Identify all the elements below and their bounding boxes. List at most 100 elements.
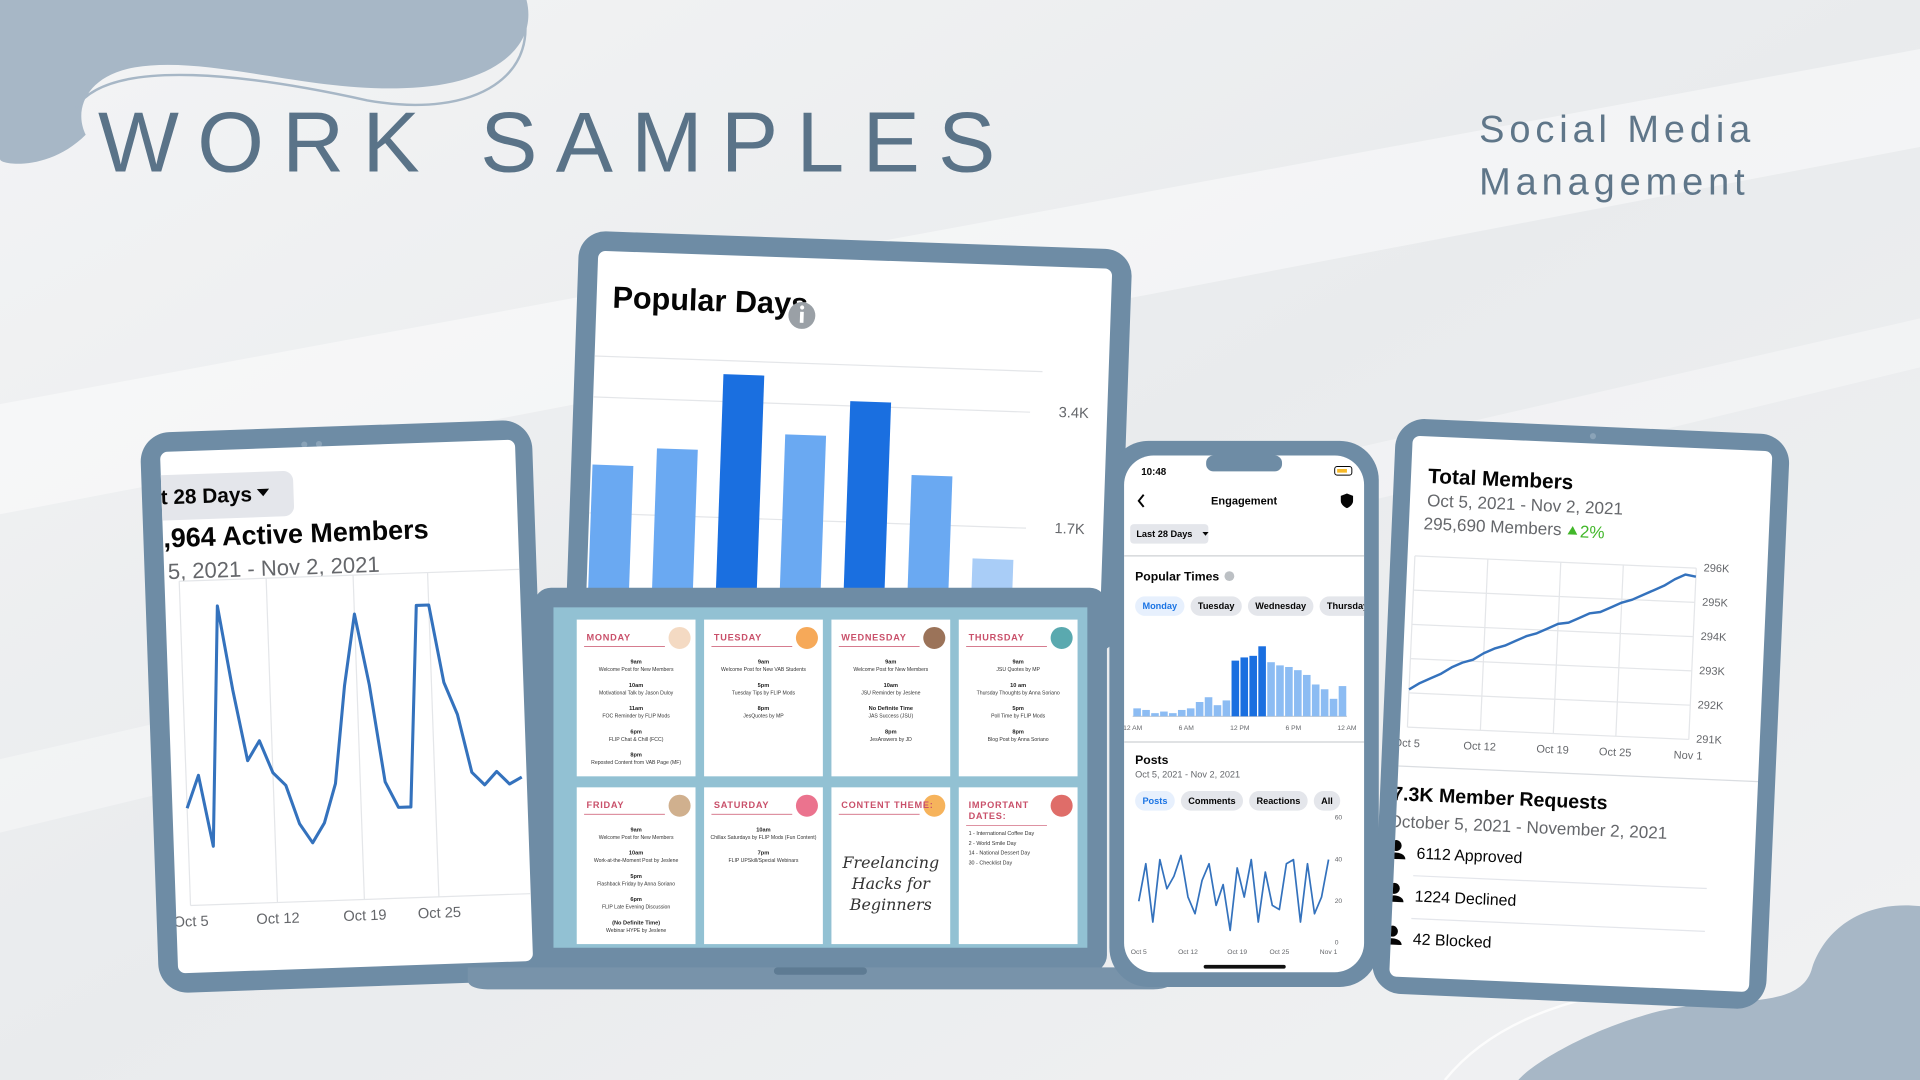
schedule-item: FLIP Late Evening Discussion (602, 905, 670, 911)
theme-text: Hacks for (851, 874, 932, 893)
card-icon (668, 626, 691, 649)
grid-line (1615, 564, 1624, 737)
request-item: 1224 Declined (1414, 889, 1516, 910)
bar (1267, 662, 1275, 717)
pill (1249, 791, 1308, 811)
schedule-item: Reposted Content from VAB Page (MF) (591, 760, 681, 766)
y-tick-label: 292K (1697, 699, 1724, 712)
schedule-item: Blog Post by Anna Soriano (988, 737, 1049, 743)
grid-line (426, 572, 440, 897)
x-tick-label: 12 AM (1337, 725, 1356, 732)
bar (1204, 697, 1213, 717)
person-icon (1389, 938, 1402, 946)
pill (1313, 791, 1341, 811)
schedule-time: 8pm (758, 706, 770, 712)
line (185, 603, 523, 848)
request-item: 6112 Approved (1416, 846, 1522, 868)
schedule-item: JesQuotes by MP (743, 714, 784, 720)
bar (1177, 709, 1186, 717)
bar (1294, 670, 1302, 717)
grid-line (1408, 692, 1691, 706)
schedule-time: 6pm (630, 729, 642, 735)
grid-line (585, 395, 1031, 413)
y-tick-label: 291K (1696, 734, 1723, 747)
pill-label: Comments (1188, 796, 1235, 806)
back-icon (1137, 494, 1145, 508)
schedule-time: 10am (629, 851, 643, 857)
y-tick-label: 294K (1700, 631, 1727, 644)
y-tick-label: 20 (1335, 898, 1343, 905)
request-item: 42 Blocked (1412, 931, 1491, 951)
person-icon (1389, 895, 1404, 903)
bar (1231, 660, 1240, 717)
schedule-time: 8pm (630, 753, 642, 759)
subtitle: Management (1479, 162, 1749, 204)
card-icon (795, 626, 818, 649)
card-heading: SATURDAY (714, 800, 769, 810)
pill-label: Wednesday (1255, 601, 1307, 611)
x-tick-label: 6 AM (1179, 725, 1195, 732)
grid-line (352, 575, 365, 900)
schedule-item: Motivational Talk by Jason Duloy (599, 690, 674, 696)
date-item: 14 - National Dessert Day (969, 851, 1031, 857)
date-item: 2 - World Smile Day (969, 841, 1017, 847)
schedule-item: JAS Success (JSU) (868, 714, 913, 720)
schedule-time: 6pm (630, 897, 642, 903)
pill (159, 471, 295, 522)
pill-label: All (1321, 796, 1333, 806)
schedule-item: Welcome Post for New Members (853, 667, 928, 673)
plot-border (179, 568, 522, 582)
theme-text: Freelancing (841, 853, 939, 872)
grid-line (178, 581, 192, 906)
pill (1319, 596, 1365, 616)
x-tick-label: Oct 12 (1178, 949, 1198, 956)
bar (714, 374, 765, 635)
x-tick-label: 12 PM (1230, 725, 1250, 732)
plot-border (190, 892, 534, 907)
grid-line (1413, 589, 1695, 604)
line (1408, 573, 1697, 691)
screen-title: Engagement (1211, 495, 1277, 507)
screen (160, 439, 533, 974)
pill (1135, 791, 1175, 811)
bar (1186, 708, 1195, 717)
y-tick-label: 293K (1699, 665, 1726, 678)
bar (1151, 713, 1159, 717)
card-icon (923, 626, 946, 649)
x-tick-label: Oct 5 (1393, 737, 1420, 750)
section-title: Posts (1135, 753, 1169, 767)
decor-outline (74, 0, 527, 109)
bar (778, 434, 827, 636)
schedule-item: Tuesday Tips by FLIP Mods (732, 690, 796, 696)
schedule-item: Chillax Saturdays by FLIP Mods (Fun Cont… (711, 835, 817, 841)
schedule-item: JSU Quotes by MP (996, 667, 1040, 673)
bar (1302, 674, 1311, 717)
line (1137, 854, 1330, 932)
divider (1398, 765, 1759, 783)
grid-line (1411, 623, 1694, 638)
schedule-time: 9am (1013, 660, 1024, 666)
bar (1320, 689, 1329, 717)
pill (1135, 596, 1185, 616)
y-tick-label: 1.7K (1054, 521, 1085, 538)
card-heading: IMPORTANT (969, 800, 1029, 810)
bar (1160, 711, 1168, 717)
schedule-item: JesAnswers by JD (870, 737, 912, 743)
schedule-time: 10am (629, 683, 643, 689)
bar (1195, 702, 1204, 717)
schedule-item: FLIP UPSkill/Special Webinars (729, 858, 799, 864)
card-heading: THURSDAY (969, 632, 1025, 642)
y-tick-label: 0 (1335, 940, 1339, 947)
x-tick-label: Oct 19 (343, 908, 387, 926)
decor-blob (1518, 905, 1920, 1080)
pill (1180, 791, 1244, 811)
bar (842, 401, 892, 636)
pill-label: Thursday (1327, 601, 1369, 611)
schedule-time: 7pm (758, 851, 770, 857)
x-tick-label: Nov 1 (1320, 949, 1338, 956)
schedule-item: Webinar HYPE by Jeslene (606, 928, 666, 934)
divider (1411, 917, 1705, 932)
